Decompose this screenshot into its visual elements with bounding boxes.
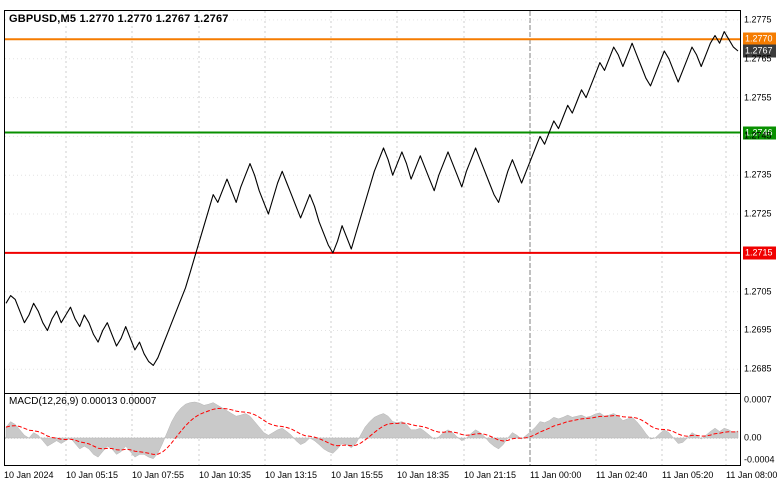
macd-axis-label: -0.0004 [744,454,775,465]
price-level-badge: 1.2770 [743,32,776,46]
time-axis-label: 10 Jan 18:35 [397,470,450,480]
price-axis-label: 1.2725 [744,208,772,219]
time-axis-label: 10 Jan 13:15 [265,470,318,480]
time-axis-label: 10 Jan 21:15 [464,470,517,480]
price-level-badge: 1.2767 [743,44,776,58]
macd-axis-label: 0.00 [744,432,762,443]
macd-histogram [5,401,739,459]
price-chart-svg[interactable] [5,11,740,393]
price-axis: 1.2775 1.2770 1.2767 1.2765 1.2755 1.2746 1.27… [743,10,781,394]
time-axis-label: 11 Jan 00:00 [530,470,582,480]
time-axis-label: 10 Jan 07:55 [132,470,185,480]
macd-signal-line [5,407,739,455]
macd-indicator-label: MACD(12,26,9) 0.00013 0.00007 [9,396,157,407]
price-axis-label: 1.2695 [744,324,772,335]
price-level-badge: 1.2715 [743,246,776,260]
time-axis-label: 10 Jan 05:15 [66,470,119,480]
macd-panel[interactable]: MACD(12,26,9) 0.00013 0.00007 [4,393,741,466]
price-axis-label: 1.2735 [744,169,772,180]
price-line [5,31,739,366]
price-axis-label: 1.2745 [744,130,772,141]
time-axis: 10 Jan 2024 10 Jan 05:15 10 Jan 07:55 10 Ja… [0,470,781,484]
price-axis-label: 1.2705 [744,286,772,297]
time-axis-label: 11 Jan 08:00 [726,470,778,480]
price-panel[interactable]: GBPUSD,M5 1.2770 1.2770 1.2767 1.2767 [4,10,741,394]
time-axis-label: 10 Jan 2024 [4,470,54,480]
time-axis-label: 11 Jan 02:40 [596,470,648,480]
macd-axis-label: 0.0007 [744,394,772,405]
price-axis-label: 1.2765 [744,53,772,64]
time-axis-label: 10 Jan 15:55 [331,470,384,480]
time-axis-label: 10 Jan 10:35 [199,470,252,480]
price-axis-label: 1.2755 [744,92,772,103]
chart-title: GBPUSD,M5 1.2770 1.2770 1.2767 1.2767 [9,13,229,25]
macd-chart-svg[interactable] [5,394,740,465]
time-axis-label: 11 Jan 05:20 [662,470,714,480]
price-axis-label: 1.2775 [744,14,772,25]
price-level-badge: 1.2746 [743,126,776,139]
macd-axis: 0.0007 0.00 -0.0004 [743,393,781,466]
price-axis-label: 1.2685 [744,363,772,374]
